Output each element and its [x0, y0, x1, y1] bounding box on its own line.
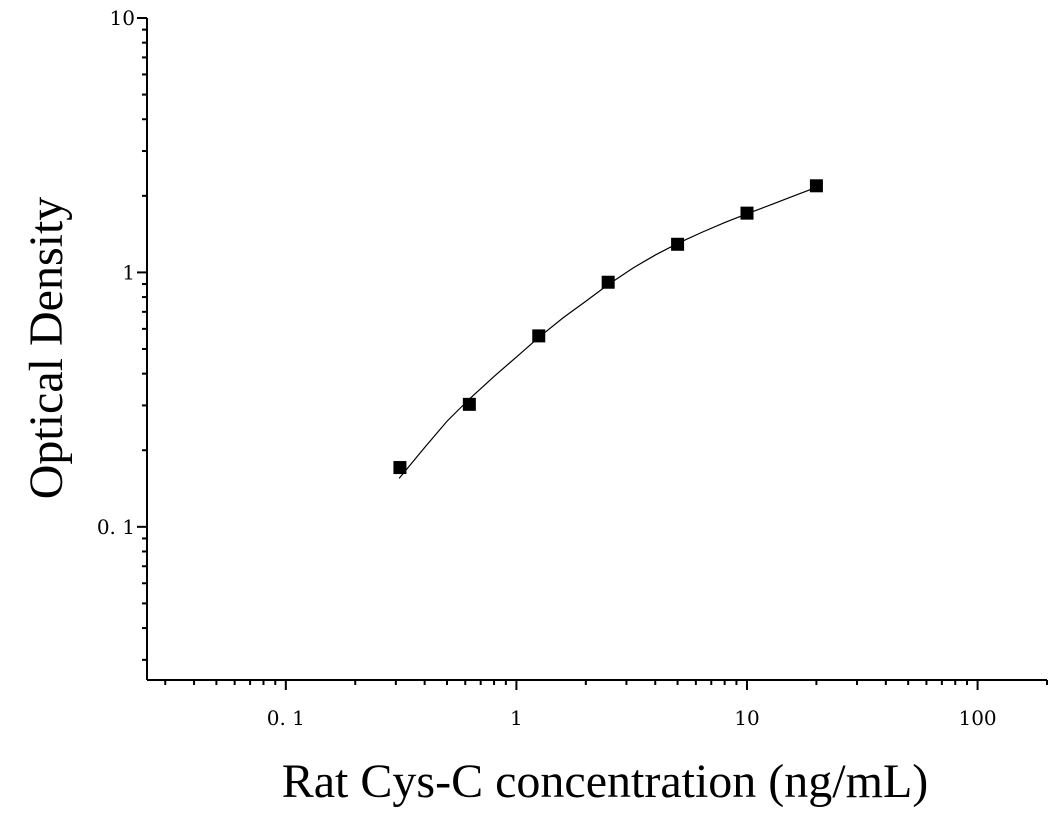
x-tick-label: 1 [510, 706, 523, 730]
data-points [393, 179, 823, 475]
data-point [393, 461, 407, 475]
y-axis-ticks: 0. 1 1 10 [97, 6, 147, 661]
data-point [671, 237, 685, 251]
y-tick-label: 0. 1 [97, 515, 135, 539]
x-tick-label: 100 [958, 706, 996, 730]
y-tick-label: 1 [122, 260, 135, 284]
data-point [809, 179, 823, 193]
y-axis-title: Optical Density [20, 197, 73, 500]
data-point [532, 329, 546, 343]
fit-curve [398, 186, 817, 479]
x-axis-ticks: 0. 1 1 10 100 [164, 680, 1048, 730]
data-point [740, 206, 754, 220]
data-point [462, 397, 476, 411]
x-tick-label: 0. 1 [267, 706, 305, 730]
data-point [601, 275, 615, 289]
y-tick-label: 10 [110, 6, 135, 30]
x-axis-title: Rat Cys-C concentration (ng/mL) [282, 755, 929, 808]
axes: 0. 1 1 10 0. 1 1 10 100 [97, 6, 1048, 730]
fit-curve-layer [398, 186, 817, 479]
x-tick-label: 10 [734, 706, 759, 730]
